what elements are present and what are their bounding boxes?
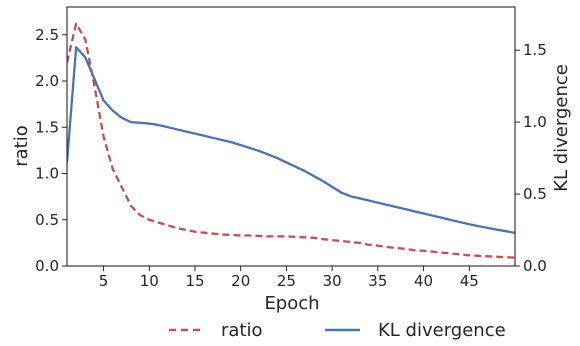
y-right-tick-label: 1.5 <box>523 41 547 59</box>
y-left-tick-label: 1.0 <box>35 165 59 183</box>
legend-label-kl-divergence: KL divergence <box>378 320 506 341</box>
x-tick-label: 35 <box>368 272 387 290</box>
legend-label-ratio: ratio <box>221 320 263 341</box>
y-axis-left-title: ratio <box>11 125 32 167</box>
legend: ratio KL divergence <box>169 320 506 341</box>
y-left-tick-label: 0.5 <box>35 211 59 229</box>
x-tick-label: 20 <box>231 272 250 290</box>
x-tick-label: 30 <box>323 272 342 290</box>
series-line-kl-divergence <box>67 46 515 235</box>
x-tick-label: 45 <box>460 272 479 290</box>
y-right-tick-label: 1.0 <box>523 113 547 131</box>
y-right-tick-label: 0.5 <box>523 185 547 203</box>
x-tick-label: 25 <box>277 272 296 290</box>
y-left-tick-label: 2.5 <box>35 26 59 44</box>
x-tick-label: 10 <box>140 272 159 290</box>
y-left-tick-label: 2.0 <box>35 72 59 90</box>
x-tick-label: 15 <box>185 272 204 290</box>
y-right-tick-label: 0.0 <box>523 257 547 275</box>
series-line-ratio <box>67 22 515 259</box>
right-y-axis: 0.0 0.5 1.0 1.5 <box>515 41 547 275</box>
y-axis-right-title: KL divergence <box>551 64 572 192</box>
x-axis: 5 10 15 20 25 30 35 40 45 <box>99 266 479 290</box>
x-axis-title: Epoch <box>264 293 319 314</box>
y-left-tick-label: 0.0 <box>35 257 59 275</box>
plot-frame <box>66 6 516 267</box>
y-left-tick-label: 1.5 <box>35 118 59 136</box>
x-tick-label: 40 <box>414 272 433 290</box>
x-tick-label: 5 <box>99 272 109 290</box>
plot-area <box>66 6 516 267</box>
left-y-axis: 0.0 0.5 1.0 1.5 2.0 2.5 <box>35 26 67 275</box>
